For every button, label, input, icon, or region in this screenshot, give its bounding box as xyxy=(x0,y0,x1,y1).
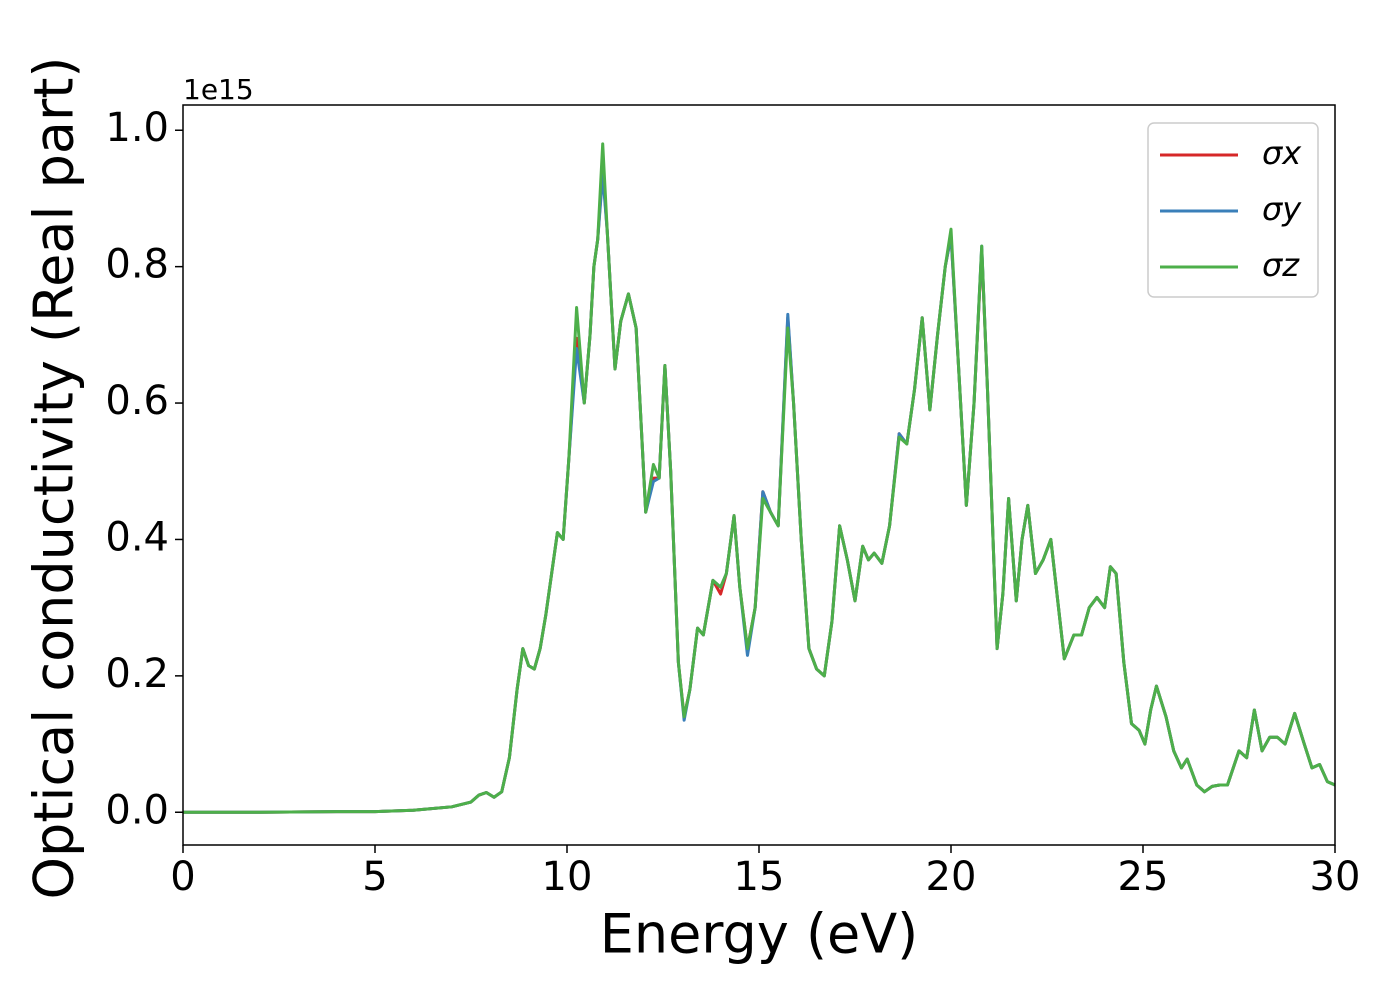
y-tick-label: 0.2 xyxy=(105,651,169,697)
legend-label: σz xyxy=(1262,246,1300,284)
legend-label: σy xyxy=(1262,190,1302,228)
y-tick-label: 0.8 xyxy=(105,242,169,288)
y-tick-label: 1.0 xyxy=(105,105,169,151)
series-line xyxy=(183,142,1336,814)
y-offset-label: 1e15 xyxy=(183,73,254,106)
x-tick-label: 30 xyxy=(1310,854,1361,900)
x-tick-label: 25 xyxy=(1118,854,1169,900)
y-tick-label: 0.6 xyxy=(105,378,169,424)
x-tick-label: 5 xyxy=(362,854,387,900)
y-axis-label: Optical conductivity (Real part) xyxy=(23,57,86,900)
x-tick-label: 0 xyxy=(170,854,195,900)
legend-label: σx xyxy=(1262,134,1302,172)
plot-frame xyxy=(182,104,1336,846)
x-axis-label: Energy (eV) xyxy=(600,903,919,966)
x-tick-label: 10 xyxy=(542,854,593,900)
x-tick-label: 15 xyxy=(734,854,785,900)
x-tick-label: 20 xyxy=(926,854,977,900)
y-tick-label: 0.4 xyxy=(105,514,169,560)
y-tick-label: 0.0 xyxy=(105,787,169,833)
